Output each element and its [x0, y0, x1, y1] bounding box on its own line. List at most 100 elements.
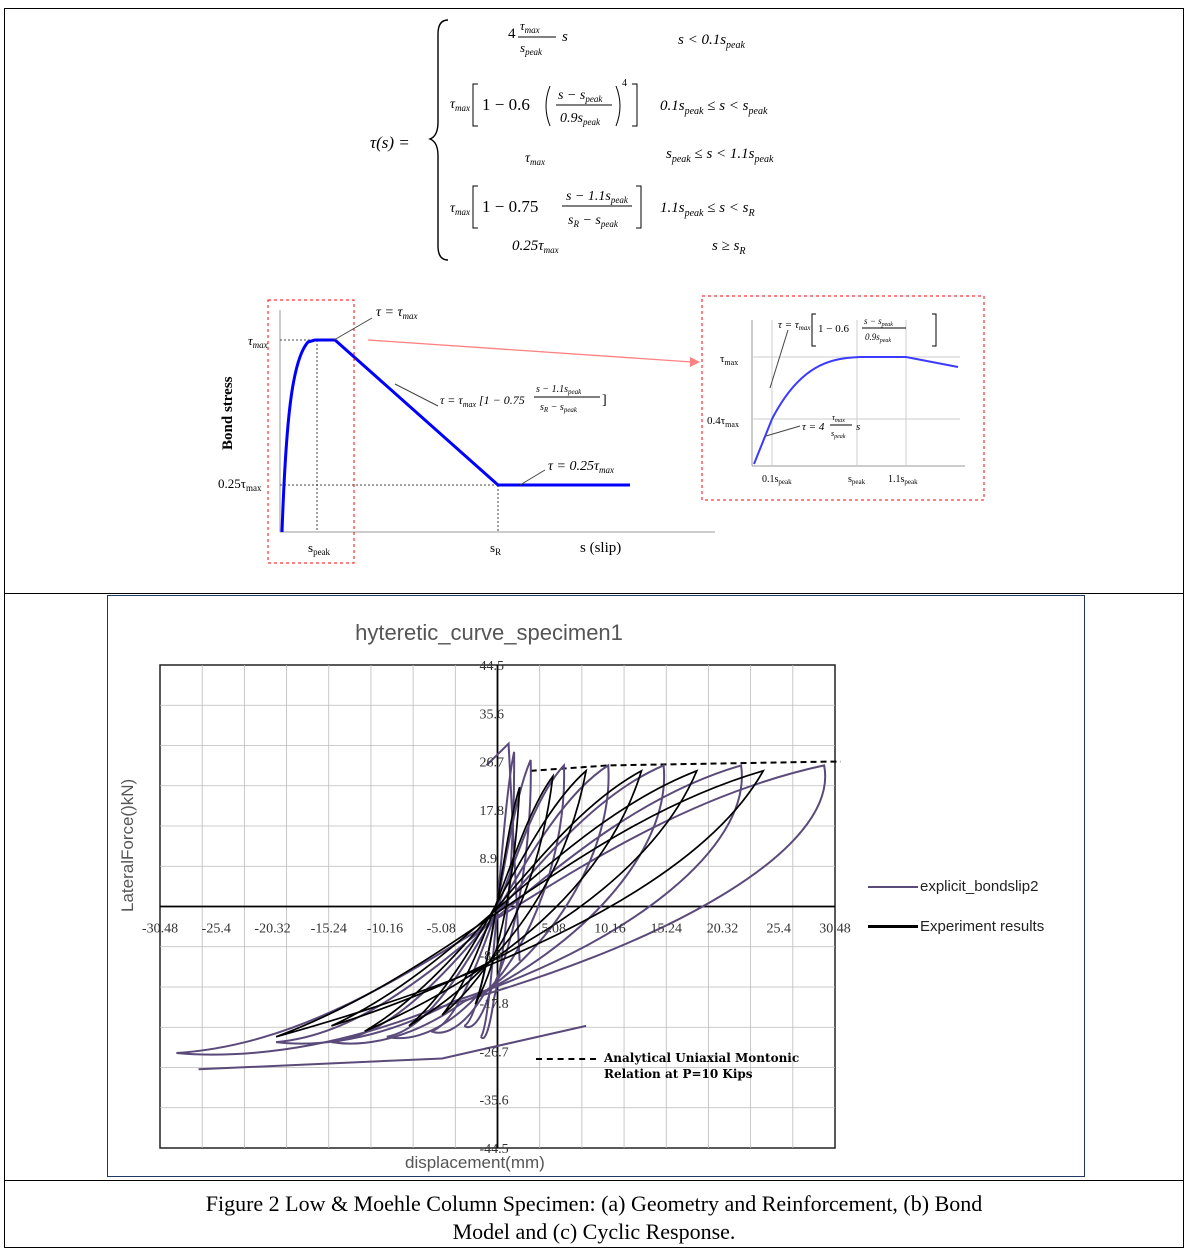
y-tick-label: -35.6: [480, 1094, 509, 1109]
svg-text:speak: speak: [831, 429, 846, 440]
y-tick-label: -26.7: [480, 1045, 509, 1060]
x-tick-label: 10.16: [594, 922, 626, 937]
svg-text:4: 4: [622, 78, 627, 89]
svg-text:0.1speak: 0.1speak: [762, 474, 792, 486]
inset-box: [701, 295, 985, 501]
svg-text:sR: sR: [490, 540, 501, 557]
series-explicit-bondslip2-tail: [198, 1024, 587, 1071]
svg-text:sR − speak: sR − speak: [540, 402, 578, 414]
svg-text:]: ]: [602, 393, 607, 408]
svg-text:1.1speak ≤ s < sR: 1.1speak ≤ s < sR: [660, 200, 755, 219]
svg-text:s − speak: s − speak: [558, 88, 603, 104]
svg-text:τmax: τmax: [720, 353, 738, 367]
bond-equation: τ(s) = 4 τmax speak s s < 0.1speak τmax …: [370, 18, 774, 261]
series-experiment-loop: [331, 769, 699, 1027]
svg-text:s − speak: s − speak: [864, 316, 893, 328]
figure-table-frame: [4, 8, 1184, 1248]
svg-text:1 − 0.6: 1 − 0.6: [818, 323, 849, 335]
svg-text:0.25τmax: 0.25τmax: [218, 476, 262, 493]
svg-text:τmax: τmax: [450, 97, 470, 113]
x-tick-label: 30.48: [819, 922, 851, 937]
y-tick-label: 35.6: [480, 707, 505, 722]
x-tick-label: -25.4: [202, 922, 231, 937]
svg-text:0.1speak ≤ s < speak: 0.1speak ≤ s < speak: [660, 98, 768, 117]
analytical-monotonic-curve: [530, 760, 841, 772]
svg-text:speak: speak: [848, 474, 866, 486]
case1-condition: s < 0.1speak: [678, 32, 745, 51]
svg-text:0.25τmax: 0.25τmax: [512, 238, 559, 255]
y-tick-label: -8.9: [480, 949, 502, 964]
equation-lhs: τ(s) =: [370, 133, 410, 152]
y-tick-label: -17.8: [480, 997, 509, 1012]
x-tick-label: -10.16: [367, 922, 403, 937]
legend-item-series2: Experiment results: [868, 918, 1044, 935]
svg-text:τ = 4: τ = 4: [802, 421, 825, 433]
series-experiment-loop: [408, 768, 588, 1027]
svg-text:s: s: [856, 421, 860, 433]
x-tick-label: -5.08: [427, 922, 456, 937]
svg-text:τmax: τmax: [520, 18, 540, 35]
y-tick-label: 17.8: [480, 804, 505, 819]
svg-text:speak: speak: [308, 540, 331, 557]
inset-curve: [753, 356, 959, 465]
svg-text:τ = 0.25τmax: τ = 0.25τmax: [548, 459, 614, 475]
svg-text:τmax: τmax: [248, 333, 268, 350]
svg-text:τ = τmax: τ = τmax: [778, 319, 811, 332]
bond-model-diagram: Bond stress s (slip) τmax 0.25τmax speak…: [218, 295, 985, 564]
svg-text:speak ≤ s < 1.1speak: speak ≤ s < 1.1speak: [666, 146, 774, 165]
x-tick-label: -15.24: [311, 922, 347, 937]
svg-text:s: s: [562, 29, 568, 45]
legend-swatch-series1: [868, 885, 918, 888]
series-explicit-bondslip2-loop: [430, 762, 566, 1034]
zoom-box: [267, 299, 355, 564]
bond-slip-curve: [280, 338, 630, 533]
x-tick-label: 20.32: [707, 922, 739, 937]
x-tick-label: 15.24: [651, 922, 683, 937]
svg-text:0.9speak: 0.9speak: [865, 332, 891, 344]
svg-text:τmax: τmax: [450, 201, 470, 217]
chart-y-label: LateralForce()kN): [118, 778, 137, 912]
series-explicit-bondslip2-loop: [480, 751, 516, 1040]
row-divider-1: [4, 593, 1184, 594]
legend-swatch-series2: [868, 925, 918, 928]
bond-x-label: s (slip): [580, 540, 621, 556]
series-experiment-loop: [474, 786, 521, 1005]
svg-text:τmax: τmax: [832, 413, 845, 424]
svg-text:s − 1.1speak: s − 1.1speak: [566, 189, 629, 205]
svg-text:1 − 0.75: 1 − 0.75: [482, 197, 538, 216]
svg-text:1 − 0.6: 1 − 0.6: [482, 95, 530, 114]
y-tick-label: 8.9: [480, 852, 498, 867]
svg-text:speak: speak: [520, 40, 543, 57]
svg-text:4: 4: [508, 26, 516, 42]
x-tick-label: -20.32: [254, 922, 290, 937]
y-tick-label: 26.7: [480, 756, 505, 771]
svg-text:s ≥ sR: s ≥ sR: [712, 238, 746, 257]
series-explicit-bondslip2-loop: [386, 763, 610, 1040]
y-tick-label: 44.5: [480, 659, 505, 674]
series-explicit-bondslip2-spike: [485, 741, 521, 961]
analytical-annotation: Analytical Uniaxial Montonic Relation at…: [536, 1050, 799, 1082]
svg-text:s − 1.1speak: s − 1.1speak: [536, 384, 582, 396]
hysteresis-chart: -30.48 -25.4 -20.32 -15.24 -10.16 -5.08 5.08 10…: [142, 659, 851, 1157]
series-explicit-bondslip2-loop: [176, 764, 827, 1056]
legend-item-series1: explicit_bondslip2: [868, 878, 1038, 895]
x-tick-label: 25.4: [767, 922, 792, 937]
row-divider-2: [4, 1180, 1184, 1181]
caption-line-2: Model and (c) Cyclic Response.: [452, 1219, 736, 1244]
caption-line-1: Figure 2 Low & Moehle Column Specimen: (…: [205, 1191, 983, 1216]
chart-title: hyteretic_curve_specimen1: [355, 620, 623, 645]
svg-text:sR − speak: sR − speak: [568, 213, 619, 229]
series-experiment-loop: [275, 769, 766, 1038]
svg-text:0.9speak: 0.9speak: [560, 111, 601, 127]
figure-caption: Figure 2 Low & Moehle Column Specimen: (…: [4, 1190, 1184, 1246]
bond-y-label: Bond stress: [220, 376, 236, 450]
svg-text:τmax: τmax: [525, 151, 545, 167]
svg-text:τ = τmax [1 − 0.75: τ = τmax [1 − 0.75: [440, 393, 525, 409]
zoom-arrow: [367, 339, 693, 363]
chart-x-label: displacement(mm): [405, 1153, 545, 1172]
x-tick-label: 5.08: [542, 922, 567, 937]
svg-text:0.4τmax: 0.4τmax: [707, 415, 739, 429]
equation-brace: [428, 19, 449, 261]
series-experiment-loop: [441, 773, 555, 1016]
series-explicit-bondslip2-loop: [275, 764, 743, 1045]
